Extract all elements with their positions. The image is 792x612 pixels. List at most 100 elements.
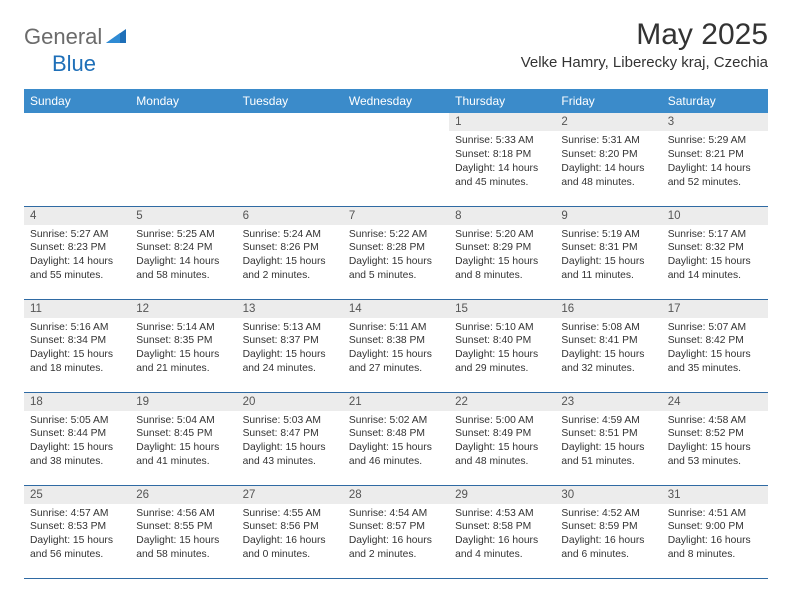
calendar-cell <box>343 113 449 206</box>
calendar-cell: 1Sunrise: 5:33 AMSunset: 8:18 PMDaylight… <box>449 113 555 206</box>
day-number: 21 <box>343 393 449 411</box>
weekday-header: Thursday <box>449 89 555 113</box>
day-details: Sunrise: 5:25 AMSunset: 8:24 PMDaylight:… <box>130 225 236 288</box>
day-details: Sunrise: 5:03 AMSunset: 8:47 PMDaylight:… <box>237 411 343 474</box>
day-details: Sunrise: 5:02 AMSunset: 8:48 PMDaylight:… <box>343 411 449 474</box>
calendar-cell: 30Sunrise: 4:52 AMSunset: 8:59 PMDayligh… <box>555 485 661 578</box>
day-details: Sunrise: 5:17 AMSunset: 8:32 PMDaylight:… <box>662 225 768 288</box>
day-number: 24 <box>662 393 768 411</box>
day-details: Sunrise: 5:00 AMSunset: 8:49 PMDaylight:… <box>449 411 555 474</box>
calendar-cell: 5Sunrise: 5:25 AMSunset: 8:24 PMDaylight… <box>130 206 236 299</box>
title-block: May 2025 Velke Hamry, Liberecky kraj, Cz… <box>521 18 768 77</box>
day-details: Sunrise: 4:55 AMSunset: 8:56 PMDaylight:… <box>237 504 343 567</box>
day-number: 23 <box>555 393 661 411</box>
day-number: 4 <box>24 207 130 225</box>
weekday-header: Wednesday <box>343 89 449 113</box>
day-number: 1 <box>449 113 555 131</box>
day-number: 30 <box>555 486 661 504</box>
calendar-cell: 17Sunrise: 5:07 AMSunset: 8:42 PMDayligh… <box>662 299 768 392</box>
calendar-cell: 31Sunrise: 4:51 AMSunset: 9:00 PMDayligh… <box>662 485 768 578</box>
calendar-cell: 27Sunrise: 4:55 AMSunset: 8:56 PMDayligh… <box>237 485 343 578</box>
calendar-cell: 11Sunrise: 5:16 AMSunset: 8:34 PMDayligh… <box>24 299 130 392</box>
day-number: 6 <box>237 207 343 225</box>
day-number: 3 <box>662 113 768 131</box>
calendar-cell: 10Sunrise: 5:17 AMSunset: 8:32 PMDayligh… <box>662 206 768 299</box>
weekday-header: Sunday <box>24 89 130 113</box>
calendar-cell: 3Sunrise: 5:29 AMSunset: 8:21 PMDaylight… <box>662 113 768 206</box>
day-details: Sunrise: 4:56 AMSunset: 8:55 PMDaylight:… <box>130 504 236 567</box>
calendar-table: SundayMondayTuesdayWednesdayThursdayFrid… <box>24 89 768 579</box>
calendar-cell: 14Sunrise: 5:11 AMSunset: 8:38 PMDayligh… <box>343 299 449 392</box>
day-number: 18 <box>24 393 130 411</box>
calendar-cell: 26Sunrise: 4:56 AMSunset: 8:55 PMDayligh… <box>130 485 236 578</box>
calendar-cell: 13Sunrise: 5:13 AMSunset: 8:37 PMDayligh… <box>237 299 343 392</box>
day-details: Sunrise: 5:13 AMSunset: 8:37 PMDaylight:… <box>237 318 343 381</box>
calendar-cell: 2Sunrise: 5:31 AMSunset: 8:20 PMDaylight… <box>555 113 661 206</box>
triangle-icon <box>106 27 126 48</box>
day-details: Sunrise: 4:59 AMSunset: 8:51 PMDaylight:… <box>555 411 661 474</box>
weekday-header: Tuesday <box>237 89 343 113</box>
weekday-header: Monday <box>130 89 236 113</box>
day-number: 8 <box>449 207 555 225</box>
logo-text-blue: Blue <box>52 51 96 76</box>
day-details: Sunrise: 5:19 AMSunset: 8:31 PMDaylight:… <box>555 225 661 288</box>
day-number: 25 <box>24 486 130 504</box>
calendar-cell: 16Sunrise: 5:08 AMSunset: 8:41 PMDayligh… <box>555 299 661 392</box>
calendar-row: 25Sunrise: 4:57 AMSunset: 8:53 PMDayligh… <box>24 485 768 578</box>
calendar-cell: 15Sunrise: 5:10 AMSunset: 8:40 PMDayligh… <box>449 299 555 392</box>
logo-text-general: General <box>24 24 102 50</box>
day-number: 9 <box>555 207 661 225</box>
day-number: 19 <box>130 393 236 411</box>
calendar-cell: 12Sunrise: 5:14 AMSunset: 8:35 PMDayligh… <box>130 299 236 392</box>
weekday-header: Saturday <box>662 89 768 113</box>
day-details: Sunrise: 5:31 AMSunset: 8:20 PMDaylight:… <box>555 131 661 194</box>
day-number: 15 <box>449 300 555 318</box>
day-details: Sunrise: 4:52 AMSunset: 8:59 PMDaylight:… <box>555 504 661 567</box>
calendar-cell: 29Sunrise: 4:53 AMSunset: 8:58 PMDayligh… <box>449 485 555 578</box>
calendar-cell: 28Sunrise: 4:54 AMSunset: 8:57 PMDayligh… <box>343 485 449 578</box>
day-number: 13 <box>237 300 343 318</box>
day-number: 12 <box>130 300 236 318</box>
day-details: Sunrise: 5:20 AMSunset: 8:29 PMDaylight:… <box>449 225 555 288</box>
day-details: Sunrise: 4:57 AMSunset: 8:53 PMDaylight:… <box>24 504 130 567</box>
day-details: Sunrise: 5:33 AMSunset: 8:18 PMDaylight:… <box>449 131 555 194</box>
day-number: 11 <box>24 300 130 318</box>
day-number: 5 <box>130 207 236 225</box>
day-details: Sunrise: 5:05 AMSunset: 8:44 PMDaylight:… <box>24 411 130 474</box>
day-details: Sunrise: 5:29 AMSunset: 8:21 PMDaylight:… <box>662 131 768 194</box>
day-number: 26 <box>130 486 236 504</box>
day-details: Sunrise: 5:22 AMSunset: 8:28 PMDaylight:… <box>343 225 449 288</box>
day-number: 28 <box>343 486 449 504</box>
calendar-row: 11Sunrise: 5:16 AMSunset: 8:34 PMDayligh… <box>24 299 768 392</box>
calendar-cell: 6Sunrise: 5:24 AMSunset: 8:26 PMDaylight… <box>237 206 343 299</box>
calendar-cell <box>24 113 130 206</box>
day-details: Sunrise: 4:51 AMSunset: 9:00 PMDaylight:… <box>662 504 768 567</box>
calendar-cell: 22Sunrise: 5:00 AMSunset: 8:49 PMDayligh… <box>449 392 555 485</box>
day-details: Sunrise: 4:54 AMSunset: 8:57 PMDaylight:… <box>343 504 449 567</box>
day-details: Sunrise: 5:27 AMSunset: 8:23 PMDaylight:… <box>24 225 130 288</box>
calendar-cell: 24Sunrise: 4:58 AMSunset: 8:52 PMDayligh… <box>662 392 768 485</box>
day-details: Sunrise: 5:24 AMSunset: 8:26 PMDaylight:… <box>237 225 343 288</box>
day-details: Sunrise: 5:16 AMSunset: 8:34 PMDaylight:… <box>24 318 130 381</box>
calendar-cell: 4Sunrise: 5:27 AMSunset: 8:23 PMDaylight… <box>24 206 130 299</box>
calendar-cell: 20Sunrise: 5:03 AMSunset: 8:47 PMDayligh… <box>237 392 343 485</box>
calendar-cell: 21Sunrise: 5:02 AMSunset: 8:48 PMDayligh… <box>343 392 449 485</box>
day-details: Sunrise: 5:10 AMSunset: 8:40 PMDaylight:… <box>449 318 555 381</box>
weekday-header: Friday <box>555 89 661 113</box>
day-number: 14 <box>343 300 449 318</box>
calendar-row: 4Sunrise: 5:27 AMSunset: 8:23 PMDaylight… <box>24 206 768 299</box>
header: General May 2025 Velke Hamry, Liberecky … <box>24 18 768 77</box>
calendar-cell: 9Sunrise: 5:19 AMSunset: 8:31 PMDaylight… <box>555 206 661 299</box>
day-details: Sunrise: 5:11 AMSunset: 8:38 PMDaylight:… <box>343 318 449 381</box>
day-number: 10 <box>662 207 768 225</box>
day-number: 2 <box>555 113 661 131</box>
calendar-cell: 18Sunrise: 5:05 AMSunset: 8:44 PMDayligh… <box>24 392 130 485</box>
day-number: 17 <box>662 300 768 318</box>
calendar-cell: 25Sunrise: 4:57 AMSunset: 8:53 PMDayligh… <box>24 485 130 578</box>
day-details: Sunrise: 4:53 AMSunset: 8:58 PMDaylight:… <box>449 504 555 567</box>
calendar-row: 18Sunrise: 5:05 AMSunset: 8:44 PMDayligh… <box>24 392 768 485</box>
calendar-cell: 23Sunrise: 4:59 AMSunset: 8:51 PMDayligh… <box>555 392 661 485</box>
calendar-cell <box>130 113 236 206</box>
location-text: Velke Hamry, Liberecky kraj, Czechia <box>521 54 768 71</box>
calendar-row: 1Sunrise: 5:33 AMSunset: 8:18 PMDaylight… <box>24 113 768 206</box>
